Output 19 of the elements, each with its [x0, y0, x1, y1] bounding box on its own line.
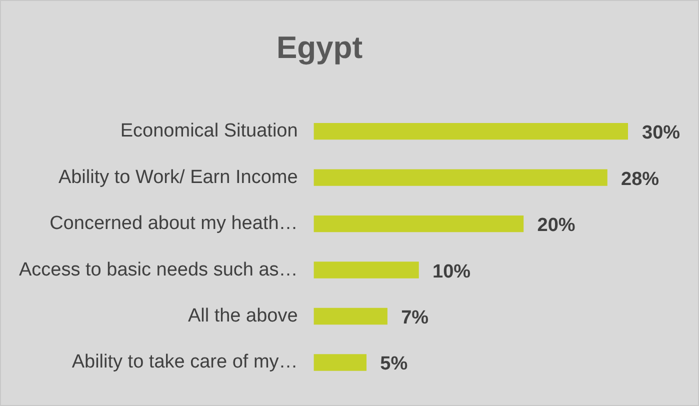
y-tick-label: Ability to take care of my…	[72, 352, 298, 373]
data-label: 10%	[432, 261, 471, 282]
bar	[314, 308, 388, 325]
y-tick-label: Concerned about my heath…	[50, 213, 298, 234]
y-tick-label: Access to basic needs such as…	[18, 259, 298, 280]
data-label: 30%	[642, 122, 680, 144]
y-tick-label: All the above	[188, 305, 298, 326]
y-tick-label: Economical Situation	[120, 120, 298, 142]
data-label: 5%	[380, 354, 408, 375]
chart-title: Egypt	[276, 30, 363, 66]
bar	[314, 215, 524, 232]
data-label: 20%	[537, 215, 576, 236]
data-label: 28%	[621, 168, 660, 190]
y-tick-label: Ability to Work/ Earn Income	[58, 166, 298, 188]
bar	[314, 262, 419, 278]
bar	[314, 169, 608, 186]
bar	[314, 354, 366, 371]
bar	[314, 122, 628, 140]
data-label: 7%	[401, 307, 429, 328]
